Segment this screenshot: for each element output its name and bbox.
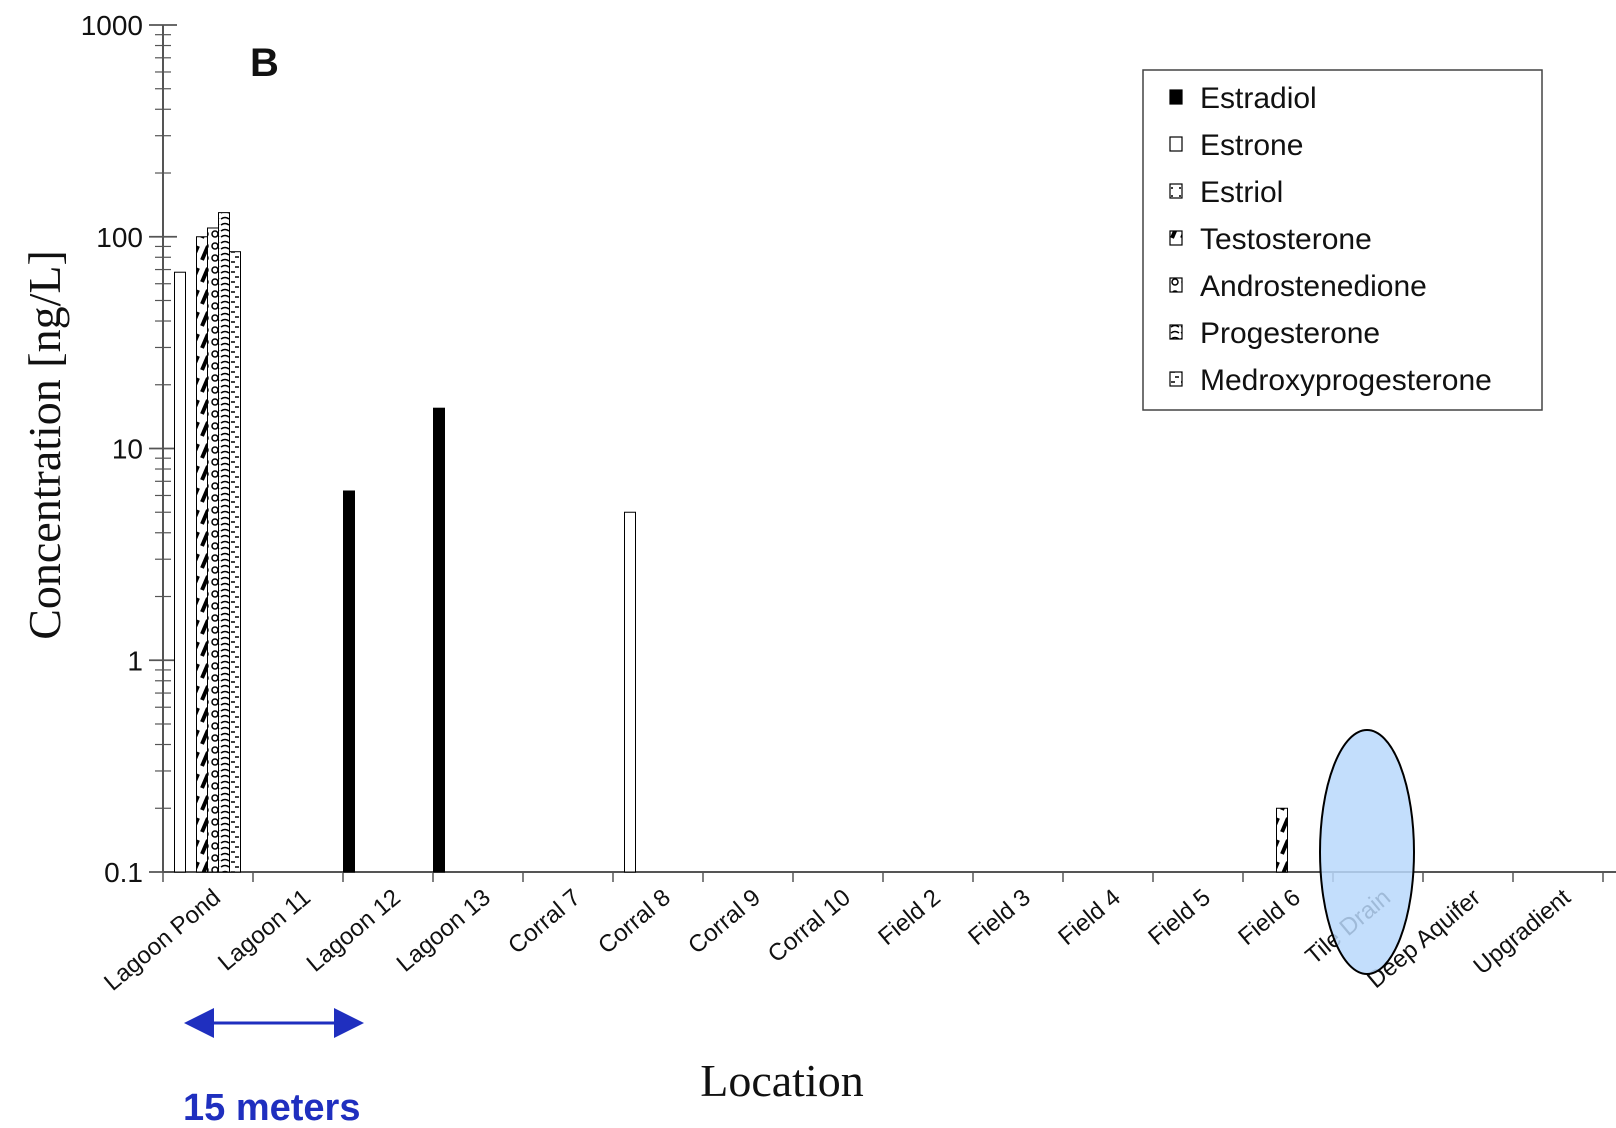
- bar: [343, 490, 355, 873]
- bar: [174, 271, 186, 873]
- legend-box: [1142, 69, 1543, 411]
- category-label: Corral 8: [593, 884, 676, 960]
- category-label: Field 3: [963, 884, 1036, 951]
- bar: [229, 251, 241, 873]
- legend-swatch: [1169, 230, 1183, 246]
- legend-entry: Progesterone: [1200, 317, 1380, 350]
- legend-entry: Estriol: [1200, 176, 1283, 209]
- x-axis-title: Location: [700, 1055, 864, 1106]
- y-tick-label: 1: [127, 645, 143, 676]
- legend-entry: Androstenedione: [1200, 270, 1427, 303]
- legend-entry: Estrone: [1200, 129, 1303, 162]
- y-ticks: 0.1 1 10 100 1000: [81, 10, 177, 888]
- legend-swatch: [1169, 89, 1183, 105]
- category-label: Upgradient: [1469, 884, 1577, 980]
- y-tick-label: 0.1: [104, 857, 143, 888]
- legend-swatch: [1169, 183, 1183, 199]
- category-label: Lagoon 13: [392, 884, 496, 978]
- y-tick-label: 1000: [81, 10, 143, 41]
- legend-swatch: [1169, 324, 1183, 340]
- legend-entry: Testosterone: [1200, 223, 1372, 256]
- y-tick-label: 100: [96, 222, 143, 253]
- legend-entry: Estradiol: [1200, 82, 1317, 115]
- panel-label: B: [250, 41, 279, 85]
- tile-drain-highlight: [1319, 729, 1415, 975]
- category-label: Corral 7: [503, 884, 586, 960]
- y-axis-title: Concentration [ng/L]: [19, 250, 70, 640]
- distance-label: 15 meters: [183, 1087, 360, 1128]
- legend-swatch: [1169, 136, 1183, 152]
- category-label: Field 5: [1143, 884, 1216, 951]
- legend: Estradiol Estrone Estriol Testosterone Andro…: [1169, 82, 1492, 397]
- bar: [624, 511, 636, 873]
- bar: [196, 236, 208, 873]
- y-minor-ticks: [155, 34, 171, 809]
- bar: [1276, 807, 1288, 873]
- category-label: Field 6: [1233, 884, 1306, 951]
- category-label: Lagoon 11: [213, 884, 316, 976]
- legend-swatch: [1169, 277, 1183, 293]
- category-label: Field 4: [1053, 884, 1126, 951]
- x-ticks: [162, 872, 1604, 882]
- legend-swatch: [1169, 371, 1183, 387]
- bar: [207, 227, 219, 873]
- category-label: Lagoon Pond: [99, 884, 226, 996]
- category-label: Corral 10: [763, 884, 856, 968]
- y-tick-label: 10: [112, 434, 143, 465]
- legend-entry: Medroxyprogesterone: [1200, 364, 1492, 397]
- category-label: Corral 9: [683, 884, 766, 960]
- category-label: Lagoon 12: [302, 884, 406, 978]
- bar: [218, 212, 230, 873]
- category-label: Field 2: [873, 884, 946, 951]
- bars: [174, 212, 1288, 873]
- bar: [433, 407, 445, 873]
